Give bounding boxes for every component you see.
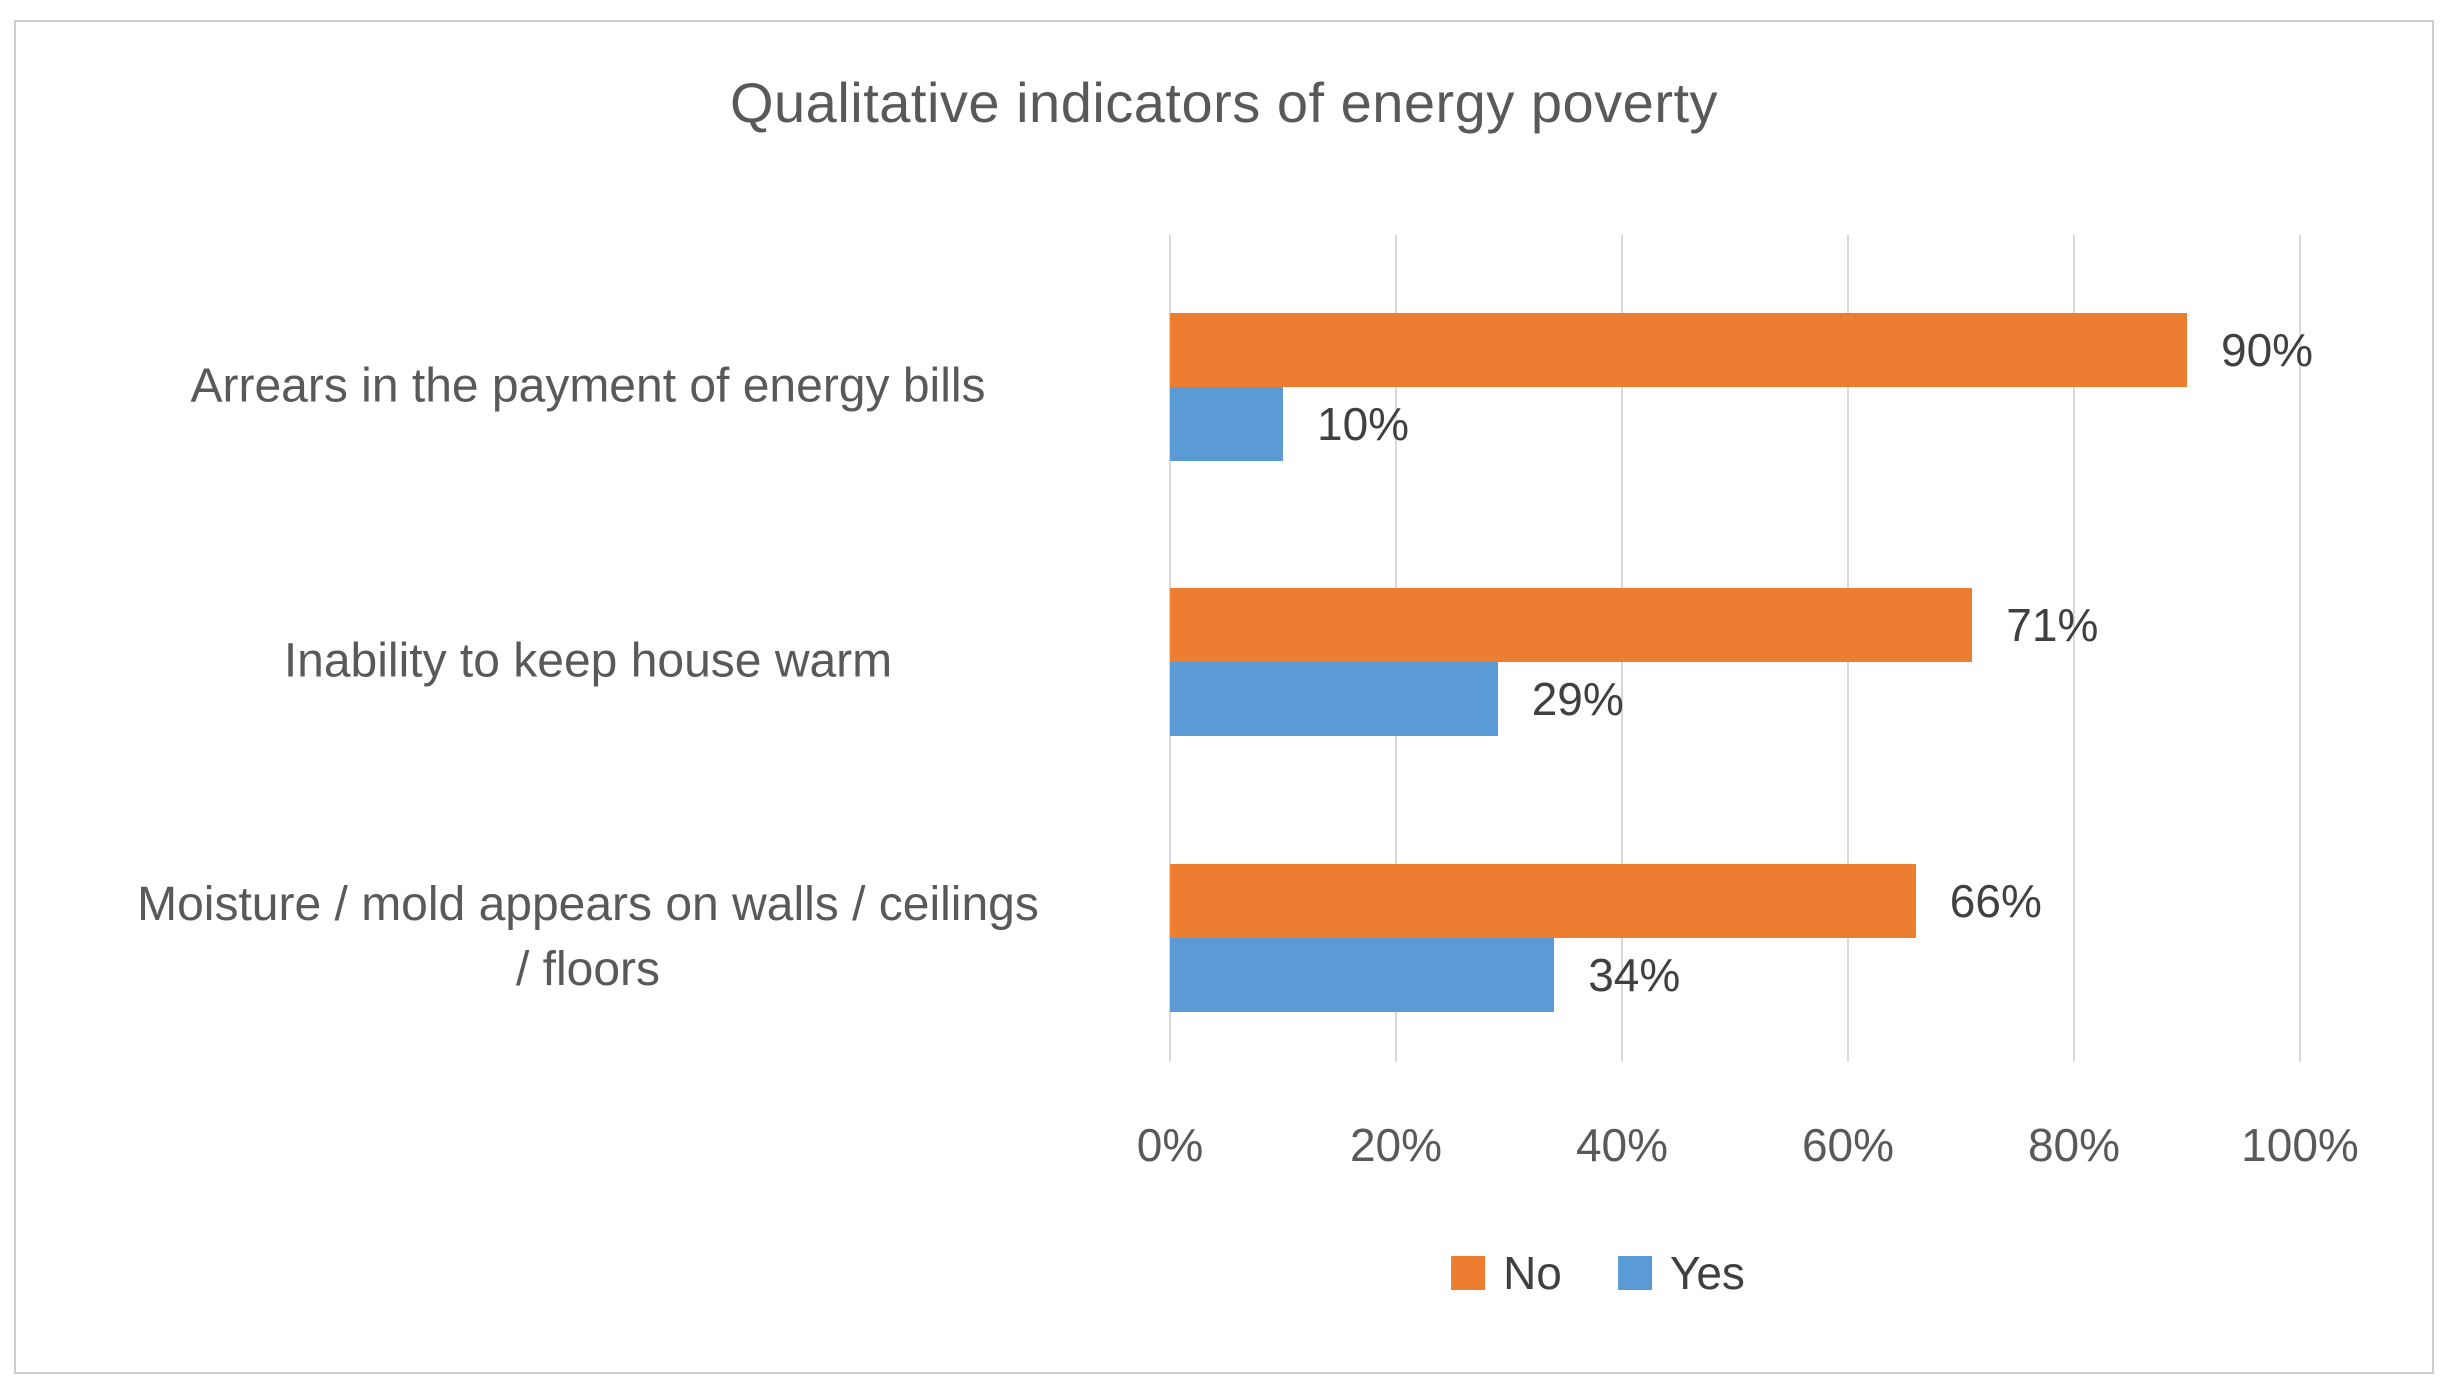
legend-label: No: [1503, 1247, 1562, 1299]
legend-label: Yes: [1669, 1247, 1745, 1299]
category-label: Moisture / mold appears on walls / ceili…: [137, 878, 1039, 996]
gridline: [2073, 235, 2075, 1062]
bar-no: [1170, 312, 2187, 387]
x-tick-label: 60%: [1801, 1119, 1895, 1171]
bar-no: [1170, 588, 1973, 663]
bar-value-label: 10%: [1317, 397, 1410, 450]
x-axis: 0% 20% 40% 60% 80% 100%: [1137, 1118, 2359, 1178]
bar-value-label: 71%: [2006, 599, 2099, 652]
legend: No Yes: [1451, 1246, 1745, 1300]
x-tick-label: 20%: [1349, 1119, 1443, 1171]
x-tick-label: 100%: [2241, 1119, 2359, 1171]
bar-yes: [1170, 662, 1498, 737]
bar-value-label: 66%: [1949, 874, 2042, 927]
bar-value-label: 90%: [2221, 323, 2314, 376]
legend-swatch-yes: [1617, 1256, 1652, 1290]
x-tick-label: 0%: [1136, 1119, 1204, 1171]
category-label: Arrears in the payment of energy bills: [190, 359, 986, 413]
legend-item-yes: Yes: [1617, 1246, 1745, 1300]
bar-value-label: 34%: [1588, 948, 1681, 1001]
x-tick-label: 40%: [1575, 1119, 1669, 1171]
gridline: [2299, 235, 2301, 1062]
chart-frame: Qualitative indicators of energy poverty…: [14, 20, 2434, 1374]
chart-title: Qualitative indicators of energy poverty: [729, 71, 1719, 134]
bar-no: [1170, 863, 1916, 938]
bar-yes: [1170, 386, 1283, 461]
legend-swatch-no: [1451, 1256, 1486, 1290]
plot-area: 90% 10% 71% 29% 66% 34%: [1169, 235, 2313, 1062]
legend-item-no: No: [1451, 1246, 1562, 1300]
category-label: Inability to keep house warm: [283, 634, 893, 688]
bar-yes: [1170, 937, 1555, 1012]
x-tick-label: 80%: [2027, 1119, 2121, 1171]
bar-value-label: 29%: [1531, 673, 1624, 726]
